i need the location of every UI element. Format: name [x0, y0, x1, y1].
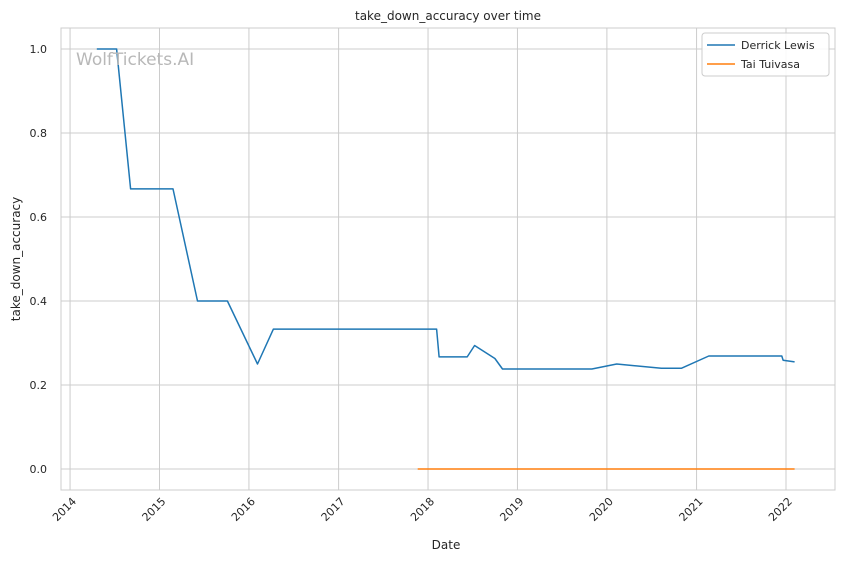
y-tick-labels: 0.0 0.2 0.4 0.6 0.8 1.0 [30, 43, 48, 476]
y-tick-label: 1.0 [30, 43, 48, 56]
y-tick-label: 0.4 [30, 295, 48, 308]
y-axis-title: take_down_accuracy [9, 197, 23, 321]
x-axis-title: Date [432, 538, 461, 552]
y-tick-label: 0.8 [30, 127, 48, 140]
legend-label: Tai Tuivasa [740, 58, 800, 71]
y-tick-label: 0.0 [30, 463, 48, 476]
y-tick-label: 0.2 [30, 379, 48, 392]
legend-label: Derrick Lewis [741, 39, 815, 52]
legend-box [701, 32, 830, 77]
watermark: WolfTickets.AI [76, 50, 194, 70]
series-line-derrick-lewis [96, 48, 795, 370]
legend: Derrick Lewis Tai Tuivasa [701, 32, 830, 77]
y-tick-label: 0.6 [30, 211, 48, 224]
chart-title: take_down_accuracy over time [355, 9, 541, 23]
series-layer [96, 48, 795, 470]
plot-frame [60, 27, 836, 491]
